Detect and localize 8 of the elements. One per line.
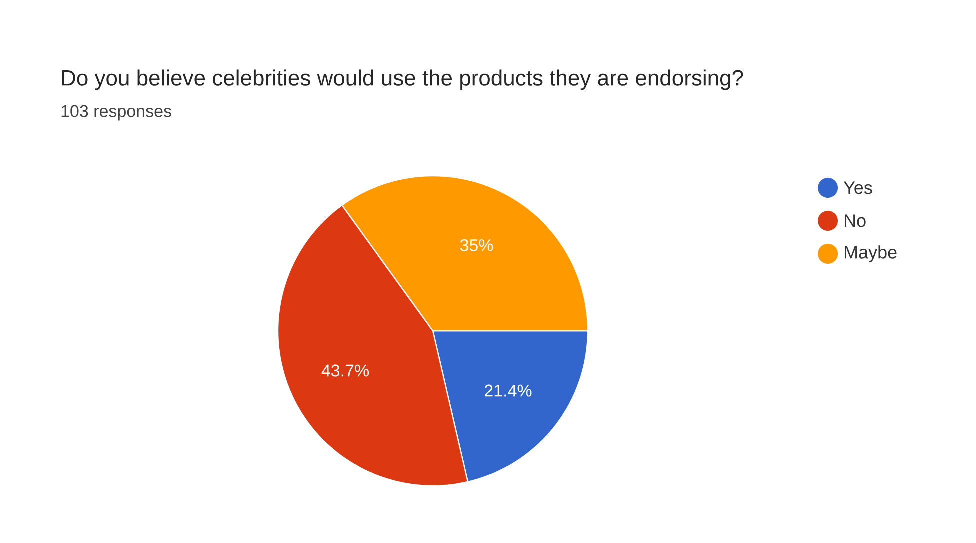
legend-label: Maybe — [845, 246, 897, 262]
text: 103 responses — [62, 105, 172, 121]
data-label: 43.7% — [322, 364, 370, 377]
data-label: 35% — [460, 239, 494, 252]
chart-title: Do you believe celebrities would use the products they are endorsing? — [62, 70, 744, 90]
data-label: 21.4% — [485, 384, 532, 397]
legend-label: No — [845, 214, 866, 228]
legend-label: Yes — [844, 182, 872, 194]
